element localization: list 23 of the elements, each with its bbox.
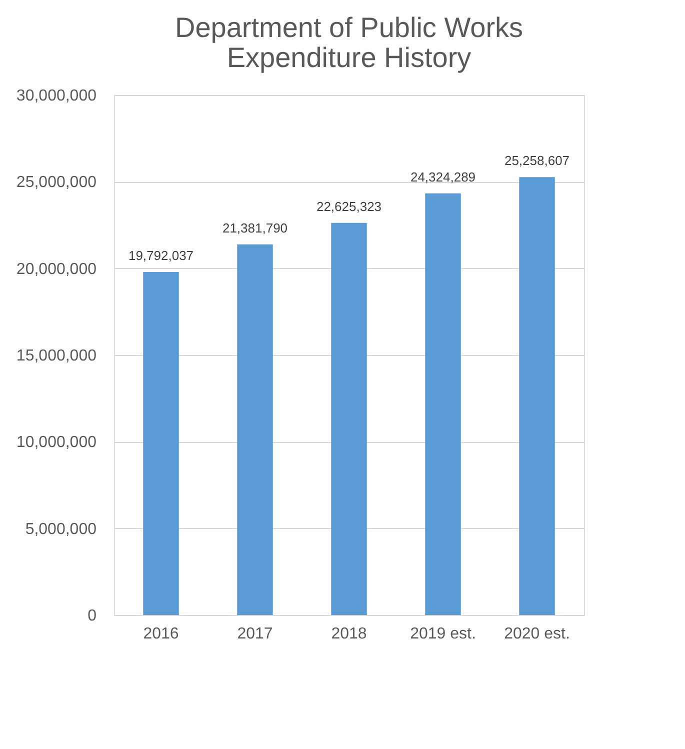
y-tick-label: 20,000,000 [16,260,97,278]
data-label: 21,381,790 [222,220,288,236]
y-tick-label: 30,000,000 [16,88,97,104]
chart-title: Department of Public Works Expenditure History [174,12,524,73]
x-tick-label: 2020 est. [504,626,570,642]
x-tick-label: 2016 [143,626,179,642]
y-tick-label: 15,000,000 [16,348,97,364]
data-label: 24,324,289 [410,169,476,184]
y-tick-label: 25,000,000 [16,174,97,192]
bar [237,244,273,615]
data-label: 19,792,037 [128,248,194,263]
data-label: 22,625,323 [316,198,382,214]
bar [425,193,461,615]
bar [143,272,179,615]
x-tick-label: 2018 [331,626,367,642]
x-tick-label: 2019 est. [410,626,476,642]
y-tick-label: 5,000,000 [25,520,97,538]
x-tick-label: 2017 [237,626,273,642]
bar [331,222,367,615]
data-label: 25,258,607 [504,153,570,168]
y-tick-label: 10,000,000 [16,434,97,452]
bar [519,177,555,615]
y-tick-label: 0 [88,608,97,624]
